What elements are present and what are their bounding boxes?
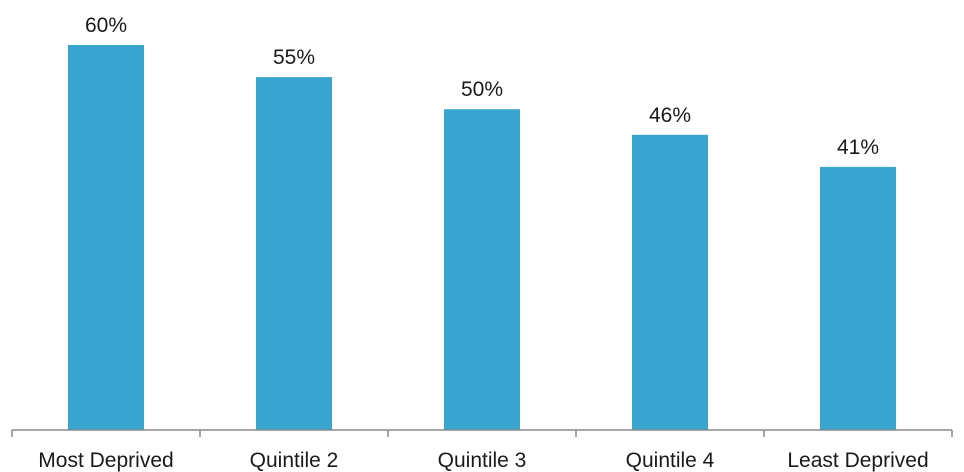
x-tick-label: Quintile 3 bbox=[438, 449, 527, 472]
bar-value-label: 50% bbox=[461, 78, 503, 101]
bar-value-label: 41% bbox=[837, 136, 879, 159]
bar bbox=[820, 166, 896, 430]
bar bbox=[444, 109, 520, 430]
bar bbox=[256, 77, 332, 430]
bar bbox=[632, 134, 708, 431]
bars-layer bbox=[68, 45, 896, 431]
bar bbox=[68, 45, 144, 430]
x-tick-label: Quintile 4 bbox=[626, 449, 715, 472]
x-axis-ticks: Most Deprived Quintile 2 Quintile 3 Quintil… bbox=[11, 430, 953, 472]
x-tick-label: Least Deprived bbox=[787, 449, 928, 472]
bar-value-label: 46% bbox=[649, 104, 691, 127]
x-tick-label: Most Deprived bbox=[38, 449, 173, 472]
x-tick-label: Quintile 2 bbox=[250, 449, 339, 472]
data-labels-layer: 60% 55% 50% 46% 41% bbox=[85, 14, 879, 159]
bar-value-label: 60% bbox=[85, 14, 127, 37]
bar-value-label: 55% bbox=[273, 46, 315, 69]
